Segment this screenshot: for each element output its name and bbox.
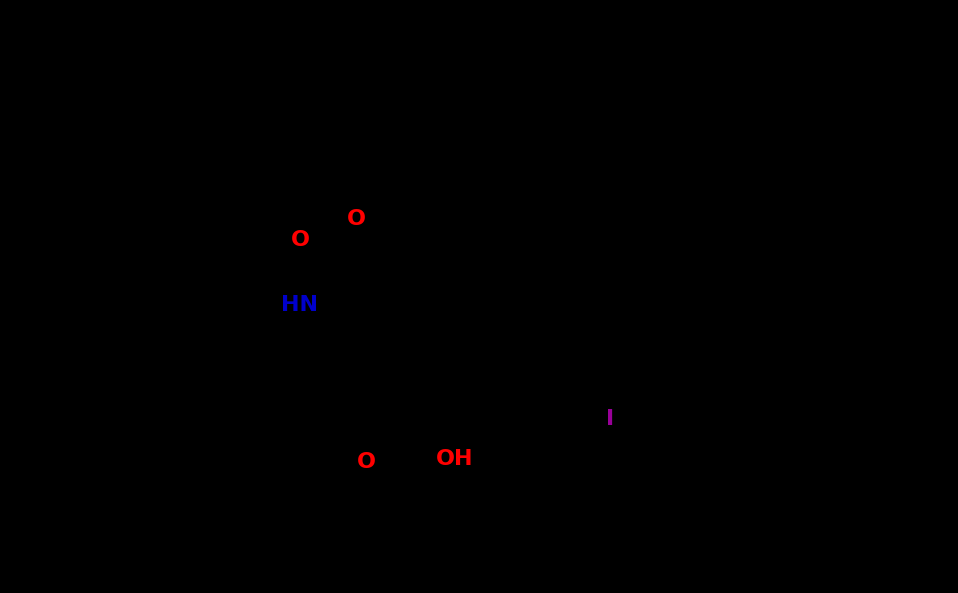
Text: I: I [606, 409, 614, 429]
Text: OH: OH [436, 449, 473, 470]
Text: O: O [290, 230, 309, 250]
Text: O: O [347, 209, 366, 229]
Text: O: O [357, 452, 376, 471]
Text: HN: HN [282, 295, 318, 315]
